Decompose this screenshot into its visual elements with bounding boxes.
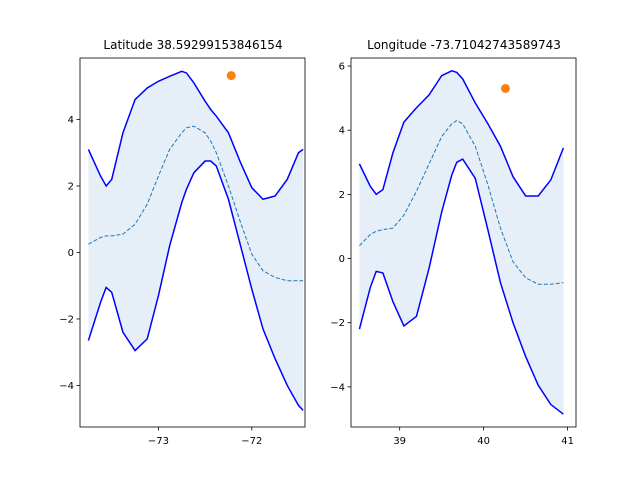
longitude-confidence-band [359, 70, 564, 415]
longitude-panel-title: Longitude -73.71042743589743 [367, 38, 561, 52]
longitude-ticks: 39 40 41 −4 −2 0 2 4 6 [330, 62, 574, 447]
longitude-x-tick-label: 39 [393, 436, 406, 447]
latitude-confidence-band [88, 71, 304, 411]
latitude-plot-area [87, 70, 304, 411]
longitude-y-tick-label: −4 [330, 382, 345, 393]
latitude-x-tick-label: −72 [241, 436, 262, 447]
latitude-lower-line [87, 160, 304, 411]
latitude-upper-line [87, 70, 304, 201]
longitude-y-tick-label: −2 [330, 318, 345, 329]
latitude-ticks: −73 −72 −4 −2 0 2 4 [59, 115, 262, 447]
longitude-x-tick-label: 40 [477, 436, 490, 447]
longitude-upper-line [358, 70, 565, 197]
longitude-panel: Longitude -73.71042743589743 39 40 41 −4 −2 0… [330, 38, 577, 447]
latitude-x-tick-label: −73 [148, 436, 169, 447]
latitude-y-tick-label: 2 [68, 181, 74, 192]
longitude-lower-line [358, 158, 564, 415]
latitude-panel-title: Latitude 38.59299153846154 [103, 38, 282, 52]
latitude-mean-line [88, 125, 304, 282]
longitude-observation-point [500, 83, 510, 93]
longitude-y-tick-label: 4 [339, 126, 345, 137]
latitude-y-tick-label: 0 [68, 248, 74, 259]
latitude-axes-frame [79, 57, 306, 428]
latitude-panel: Latitude 38.59299153846154 −73 −72 −4 −2 0 2 4 [59, 38, 306, 447]
latitude-y-tick-label: −4 [59, 381, 74, 392]
longitude-plot-area [358, 70, 565, 415]
latitude-observation-point [226, 71, 236, 81]
longitude-y-tick-label: 0 [339, 254, 345, 265]
longitude-axes-frame [350, 57, 577, 428]
latitude-y-tick-label: −2 [59, 314, 74, 325]
longitude-y-tick-label: 2 [339, 190, 345, 201]
longitude-y-tick-label: 6 [339, 62, 345, 73]
latitude-y-tick-label: 4 [68, 115, 74, 126]
longitude-x-tick-label: 41 [561, 436, 574, 447]
longitude-mean-line [359, 119, 564, 285]
